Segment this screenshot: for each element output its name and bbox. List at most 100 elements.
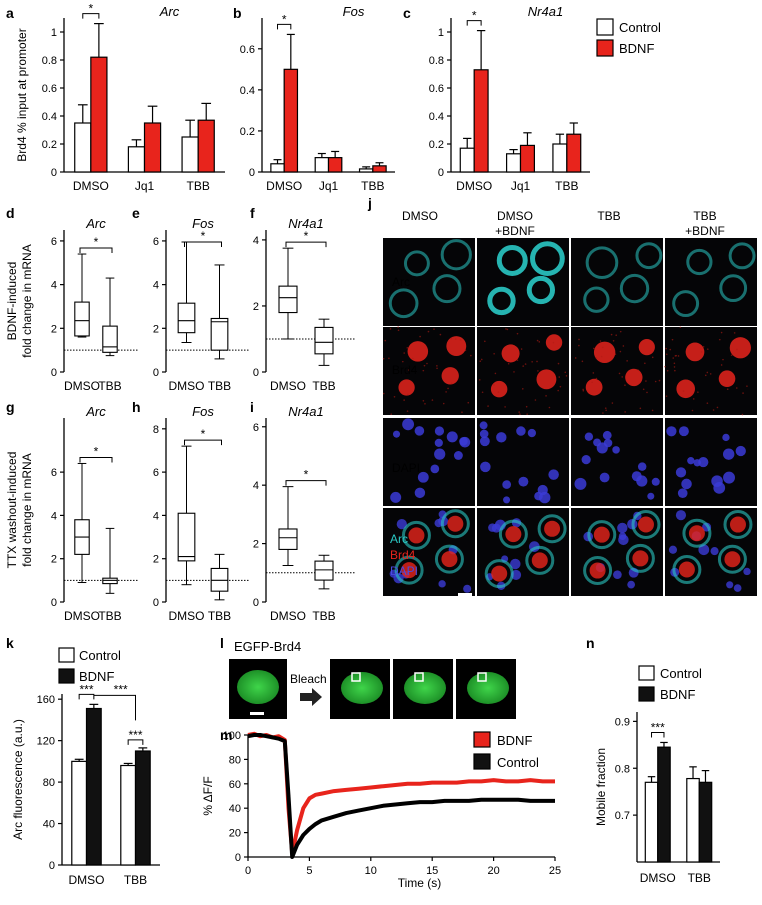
j-row-arc-label: Arc bbox=[392, 275, 410, 289]
y-tick-label-d: 2 bbox=[51, 323, 57, 335]
bar-control bbox=[74, 122, 92, 173]
svg-text:g: g bbox=[6, 399, 15, 415]
l-bleach-roi bbox=[351, 672, 361, 682]
category-label: Jq1 bbox=[135, 179, 155, 193]
significance-star: * bbox=[472, 9, 477, 23]
y-tick-label-n: 0.8 bbox=[615, 763, 630, 775]
bar-control bbox=[71, 760, 88, 866]
j-col-tbb-bdnf-2: +BDNF bbox=[685, 224, 725, 238]
y-label-a: Brd4 % input at promoter bbox=[15, 28, 29, 161]
j-image-tiles bbox=[382, 238, 757, 596]
l-scale-bar bbox=[250, 712, 264, 715]
svg-text:j: j bbox=[367, 195, 372, 211]
svg-text:a: a bbox=[6, 5, 14, 21]
significance-star: *** bbox=[128, 728, 142, 742]
x-tick-label: 0 bbox=[245, 865, 251, 877]
bar-bdnf bbox=[85, 707, 102, 866]
j-tile-r3-c2 bbox=[571, 508, 663, 596]
j-tile-r3-c0 bbox=[383, 508, 475, 596]
y-tick-label-c: 1 bbox=[438, 27, 444, 39]
l-nucleus bbox=[237, 670, 279, 704]
category-label: DMSO bbox=[73, 179, 109, 193]
x-tick-label: 5 bbox=[306, 865, 312, 877]
category-label: DMSO bbox=[169, 379, 205, 393]
y-tick-label-k: 0 bbox=[49, 860, 55, 872]
y-tick-label-a: 0.4 bbox=[42, 111, 57, 123]
y-label2-g: fold change in mRNA bbox=[20, 453, 34, 566]
j-tile-r0-c1 bbox=[477, 238, 569, 326]
j-tile-r3-c3 bbox=[665, 508, 757, 596]
category-label: DMSO bbox=[270, 379, 306, 393]
series-line-bdnf bbox=[247, 731, 555, 856]
j-tile-r2-c1 bbox=[477, 418, 569, 506]
legend-k: Control BDNF bbox=[58, 647, 121, 684]
svg-text:n: n bbox=[586, 635, 595, 651]
box bbox=[210, 317, 229, 351]
y-tick-label-a: 0.8 bbox=[42, 55, 57, 67]
category-label: Jq1 bbox=[511, 179, 531, 193]
bar-bdnf bbox=[372, 165, 387, 173]
svg-text:b: b bbox=[233, 5, 242, 21]
legend-n: Control BDNF bbox=[638, 665, 702, 702]
y-label-d: BDNF-induced bbox=[5, 262, 19, 341]
j-tile-r0-c2 bbox=[571, 238, 663, 326]
j-tile-r0-c3 bbox=[665, 238, 757, 326]
box bbox=[74, 301, 90, 337]
significance-star: * bbox=[94, 444, 99, 458]
box bbox=[278, 528, 298, 550]
category-label: DMSO bbox=[266, 179, 302, 193]
bar-control bbox=[270, 163, 285, 173]
significance-bracket bbox=[79, 247, 113, 254]
bar-bdnf bbox=[143, 122, 162, 173]
j-tile-r1-c1 bbox=[477, 327, 569, 415]
x-tick-label: 20 bbox=[487, 865, 499, 877]
significance-star: * bbox=[94, 235, 99, 249]
gene-label-b: Fos bbox=[343, 4, 365, 19]
gene-label-e: Fos bbox=[192, 216, 214, 231]
svg-text:l: l bbox=[220, 635, 224, 651]
y-label-g: TTX washout-induced bbox=[5, 452, 19, 569]
significance-bracket bbox=[184, 241, 222, 247]
y-tick-label-e: 0 bbox=[153, 367, 159, 379]
y-tick-label-h: 4 bbox=[153, 510, 159, 522]
svg-text:BDNF: BDNF bbox=[497, 733, 532, 748]
y-tick-label-a: 1 bbox=[51, 27, 57, 39]
category-label: TBB bbox=[98, 609, 121, 623]
significance-bracket bbox=[651, 731, 665, 738]
significance-bracket bbox=[79, 456, 113, 463]
x-label-m: Time (s) bbox=[398, 876, 442, 890]
category-label: TBB bbox=[555, 179, 578, 193]
svg-text:Control: Control bbox=[497, 755, 539, 770]
y-tick-label-i: 4 bbox=[253, 480, 259, 492]
box bbox=[102, 325, 118, 353]
y-tick-label-n: 0.9 bbox=[615, 716, 630, 728]
x-tick-label: 15 bbox=[426, 865, 438, 877]
bar-bdnf bbox=[698, 781, 713, 863]
svg-text:m: m bbox=[220, 727, 232, 743]
significance-star: * bbox=[304, 468, 309, 482]
y-tick-label-m: 100 bbox=[223, 730, 241, 742]
j-scale-bar bbox=[458, 593, 472, 596]
l-bleach-roi bbox=[477, 672, 487, 682]
panel-l: EGFP-Brd4 Bleach bbox=[229, 639, 516, 719]
bar-bdnf bbox=[90, 56, 108, 173]
significance-bracket bbox=[127, 739, 144, 745]
bar-control bbox=[686, 777, 700, 863]
category-label: TBB bbox=[98, 379, 121, 393]
y-tick-label-m: 80 bbox=[229, 754, 241, 766]
j-merge-dapi-label: DAPI bbox=[390, 564, 418, 578]
y-label2-d: fold change in mRNA bbox=[20, 244, 34, 357]
y-tick-label-k: 80 bbox=[43, 777, 55, 789]
significance-star: * bbox=[88, 2, 93, 16]
y-tick-label-b: 0 bbox=[249, 167, 255, 179]
y-tick-label-h: 8 bbox=[153, 424, 159, 436]
x-tick-label: 25 bbox=[549, 865, 561, 877]
y-tick-label-k: 160 bbox=[37, 694, 55, 706]
y-tick-label-h: 2 bbox=[153, 554, 159, 566]
category-label: DMSO bbox=[64, 609, 100, 623]
j-merge-arc-label: Arc bbox=[390, 532, 408, 546]
charts-layer: 0 0.2 0.4 0.6 0.8 1 Brd4 % input at promoter DM… bbox=[5, 2, 720, 890]
gene-label-i: Nr4a1 bbox=[288, 404, 323, 419]
j-col-dmso-bdnf-2: +BDNF bbox=[495, 224, 535, 238]
y-tick-label-i: 0 bbox=[253, 597, 259, 609]
